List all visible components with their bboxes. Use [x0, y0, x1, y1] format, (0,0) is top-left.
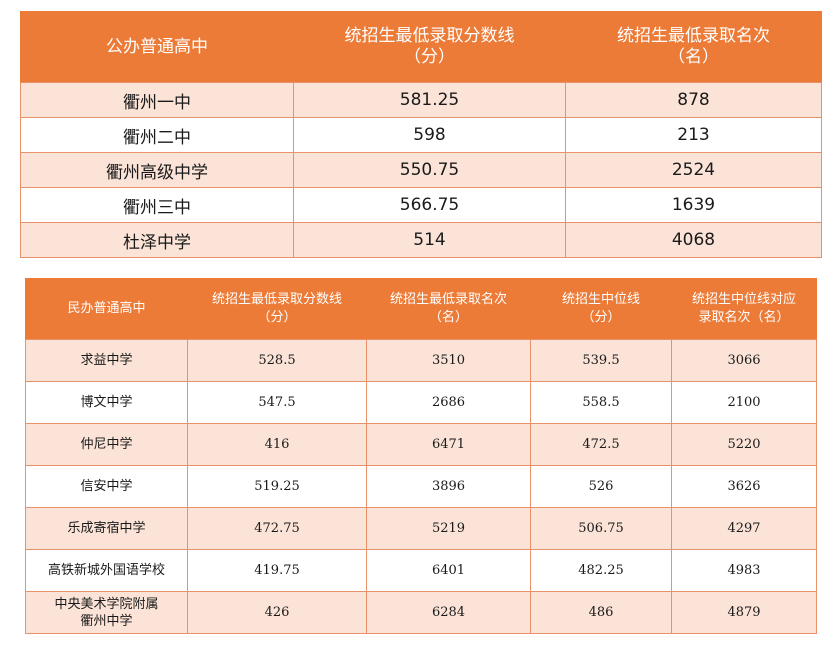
private-header-median: 统招生中位线 （分）: [530, 278, 672, 340]
private-header-min-score-line1: 统招生最低录取分数线: [211, 292, 342, 307]
median-score: 486: [530, 591, 672, 634]
min-score: 528.5: [187, 339, 367, 382]
table-row: 乐成寄宿中学 472.75 5219 506.75 4297: [25, 507, 817, 550]
private-header-school-label: 民办普通高中: [67, 301, 146, 316]
median-score: 472.5: [530, 423, 672, 466]
table-row: 衢州二中 598 213: [20, 117, 822, 153]
table-row: 博文中学 547.5 2686 558.5 2100: [25, 381, 817, 424]
median-rank: 4879: [671, 591, 817, 634]
school-name-line1: 中央美术学院附属: [54, 596, 159, 612]
private-header-min-rank-line1: 统招生最低录取名次: [389, 292, 507, 307]
min-rank: 5219: [366, 507, 531, 550]
private-header-min-rank: 统招生最低录取名次 （名）: [366, 278, 531, 340]
table-row: 信安中学 519.25 3896 526 3626: [25, 465, 817, 508]
private-table-header-row: 民办普通高中 统招生最低录取分数线 （分） 统招生最低录取名次 （名） 统招生中…: [25, 278, 817, 340]
min-rank: 213: [565, 117, 822, 153]
min-score: 472.75: [187, 507, 367, 550]
private-high-school-table: 民办普通高中 统招生最低录取分数线 （分） 统招生最低录取名次 （名） 统招生中…: [25, 278, 817, 634]
table-row: 高铁新城外国语学校 419.75 6401 482.25 4983: [25, 549, 817, 592]
min-score: 426: [187, 591, 367, 634]
public-header-min-score-line2: （分）: [404, 47, 455, 67]
school-name: 乐成寄宿中学: [25, 507, 188, 550]
min-rank: 2686: [366, 381, 531, 424]
min-rank: 878: [565, 82, 822, 118]
school-name: 高铁新城外国语学校: [25, 549, 188, 592]
median-rank: 4983: [671, 549, 817, 592]
min-rank: 6471: [366, 423, 531, 466]
min-rank: 1639: [565, 187, 822, 223]
private-header-school: 民办普通高中: [25, 278, 188, 340]
public-header-school: 公办普通高中: [20, 11, 294, 83]
median-rank: 3626: [671, 465, 817, 508]
median-score: 506.75: [530, 507, 672, 550]
private-header-min-score: 统招生最低录取分数线 （分）: [187, 278, 367, 340]
min-score: 519.25: [187, 465, 367, 508]
school-name: 衢州三中: [20, 187, 294, 223]
school-name-line2: 衢州中学: [80, 613, 133, 629]
min-rank: 3510: [366, 339, 531, 382]
school-name: 衢州一中: [20, 82, 294, 118]
min-score: 550.75: [293, 152, 566, 188]
private-header-median-line2: （分）: [581, 310, 621, 325]
min-score: 514: [293, 222, 566, 258]
private-header-min-score-line2: （分）: [257, 310, 297, 325]
median-score: 558.5: [530, 381, 672, 424]
table-row: 中央美术学院附属 衢州中学 426 6284 486 4879: [25, 591, 817, 634]
min-rank: 6284: [366, 591, 531, 634]
median-score: 482.25: [530, 549, 672, 592]
school-name: 衢州二中: [20, 117, 294, 153]
school-name: 博文中学: [25, 381, 188, 424]
table-row: 衢州三中 566.75 1639: [20, 187, 822, 223]
public-header-min-rank: 统招生最低录取名次 （名）: [565, 11, 822, 83]
table-row: 仲尼中学 416 6471 472.5 5220: [25, 423, 817, 466]
median-rank: 4297: [671, 507, 817, 550]
min-score: 566.75: [293, 187, 566, 223]
min-score: 419.75: [187, 549, 367, 592]
min-score: 598: [293, 117, 566, 153]
school-name: 求益中学: [25, 339, 188, 382]
min-rank: 4068: [565, 222, 822, 258]
school-name: 信安中学: [25, 465, 188, 508]
median-score: 526: [530, 465, 672, 508]
school-name: 仲尼中学: [25, 423, 188, 466]
private-header-min-rank-line2: （名）: [428, 310, 468, 325]
public-header-min-score: 统招生最低录取分数线 （分）: [293, 11, 566, 83]
table-row: 衢州一中 581.25 878: [20, 82, 822, 118]
median-rank: 2100: [671, 381, 817, 424]
median-rank: 5220: [671, 423, 817, 466]
table-row: 衢州高级中学 550.75 2524: [20, 152, 822, 188]
min-rank: 6401: [366, 549, 531, 592]
public-header-min-score-line1: 统招生最低录取分数线: [344, 26, 515, 46]
school-name: 杜泽中学: [20, 222, 294, 258]
median-score: 539.5: [530, 339, 672, 382]
public-header-min-rank-line1: 统招生最低录取名次: [617, 26, 770, 46]
table-row: 杜泽中学 514 4068: [20, 222, 822, 258]
private-header-median-rank-line1: 统招生中位线对应: [691, 292, 796, 307]
min-score: 581.25: [293, 82, 566, 118]
private-header-median-line1: 统招生中位线: [561, 292, 640, 307]
public-high-school-table: 公办普通高中 统招生最低录取分数线 （分） 统招生最低录取名次 （名） 衢州一中…: [20, 11, 822, 258]
private-header-median-rank-line2: 录取名次（名）: [698, 310, 790, 325]
min-score: 547.5: [187, 381, 367, 424]
min-score: 416: [187, 423, 367, 466]
table-row: 求益中学 528.5 3510 539.5 3066: [25, 339, 817, 382]
min-rank: 3896: [366, 465, 531, 508]
private-header-median-rank: 统招生中位线对应 录取名次（名）: [671, 278, 817, 340]
school-name: 衢州高级中学: [20, 152, 294, 188]
median-rank: 3066: [671, 339, 817, 382]
public-header-min-rank-line2: （名）: [668, 47, 719, 67]
public-table-header-row: 公办普通高中 统招生最低录取分数线 （分） 统招生最低录取名次 （名）: [20, 11, 822, 83]
school-name: 中央美术学院附属 衢州中学: [25, 591, 188, 634]
min-rank: 2524: [565, 152, 822, 188]
public-header-school-label: 公办普通高中: [106, 36, 208, 57]
